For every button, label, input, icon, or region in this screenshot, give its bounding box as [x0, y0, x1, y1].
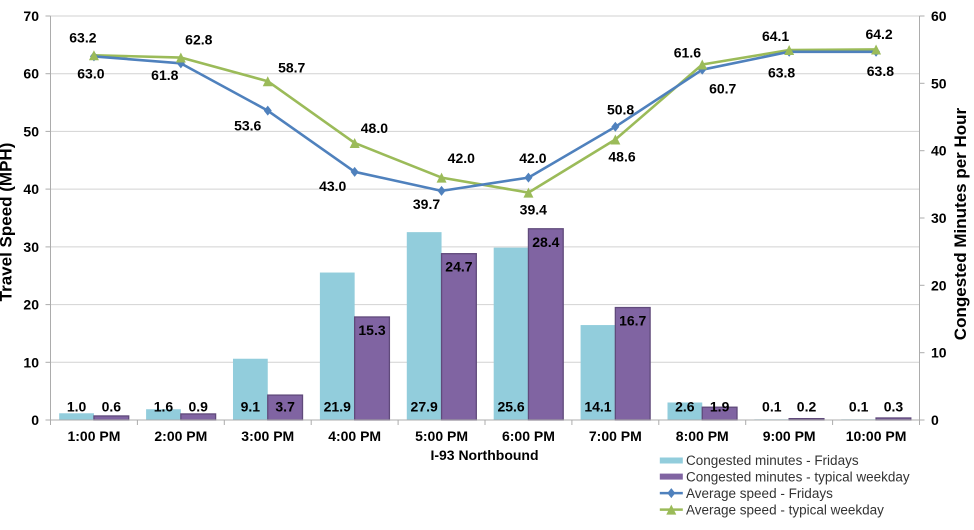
svg-text:40: 40 [931, 143, 947, 159]
svg-text:30: 30 [931, 210, 947, 226]
svg-text:60: 60 [23, 66, 39, 82]
svg-text:70: 70 [23, 8, 39, 24]
svg-text:27.9: 27.9 [411, 399, 438, 415]
svg-text:3:00 PM: 3:00 PM [241, 428, 294, 444]
svg-text:48.6: 48.6 [608, 149, 635, 165]
svg-text:50: 50 [23, 123, 39, 139]
svg-text:10: 10 [931, 345, 947, 361]
svg-text:15.3: 15.3 [358, 322, 385, 338]
svg-text:64.1: 64.1 [762, 28, 789, 44]
svg-text:Average speed - Fridays: Average speed - Fridays [686, 486, 833, 501]
svg-text:14.1: 14.1 [584, 399, 611, 415]
svg-text:42.0: 42.0 [519, 150, 546, 166]
svg-text:1.6: 1.6 [154, 399, 174, 415]
svg-text:30: 30 [23, 239, 39, 255]
svg-text:0.1: 0.1 [762, 399, 782, 415]
svg-text:0.9: 0.9 [188, 399, 208, 415]
svg-text:60: 60 [931, 8, 947, 24]
svg-text:58.7: 58.7 [278, 60, 305, 76]
svg-text:1.0: 1.0 [67, 399, 87, 415]
svg-text:25.6: 25.6 [497, 399, 524, 415]
svg-text:9:00 PM: 9:00 PM [763, 428, 816, 444]
svg-text:20: 20 [23, 297, 39, 313]
svg-text:2.6: 2.6 [675, 399, 695, 415]
svg-text:0.6: 0.6 [102, 399, 122, 415]
svg-text:0: 0 [31, 412, 39, 428]
svg-text:63.8: 63.8 [867, 63, 894, 79]
svg-text:60.7: 60.7 [709, 81, 736, 97]
svg-text:62.8: 62.8 [185, 31, 212, 47]
svg-text:Congested minutes - typical we: Congested minutes - typical weekday [686, 469, 910, 484]
svg-text:20: 20 [931, 277, 947, 293]
svg-text:50: 50 [931, 75, 947, 91]
svg-text:21.9: 21.9 [324, 399, 351, 415]
svg-text:1.9: 1.9 [710, 399, 730, 415]
svg-text:0.3: 0.3 [884, 399, 904, 415]
svg-text:1:00 PM: 1:00 PM [67, 428, 120, 444]
svg-text:Congested minutes - Fridays: Congested minutes - Fridays [686, 453, 859, 468]
svg-text:Congested Minutes per Hour: Congested Minutes per Hour [951, 107, 970, 340]
svg-text:I-93 Northbound: I-93 Northbound [430, 447, 538, 463]
svg-text:53.6: 53.6 [234, 118, 261, 134]
svg-text:28.4: 28.4 [532, 234, 559, 250]
svg-text:50.8: 50.8 [607, 102, 634, 118]
svg-text:0.1: 0.1 [849, 399, 869, 415]
svg-text:0.2: 0.2 [797, 399, 817, 415]
svg-text:10:00 PM: 10:00 PM [846, 428, 907, 444]
svg-text:0: 0 [931, 412, 939, 428]
svg-text:7:00 PM: 7:00 PM [589, 428, 642, 444]
svg-text:63.0: 63.0 [77, 65, 104, 81]
svg-text:16.7: 16.7 [619, 313, 646, 329]
svg-text:61.6: 61.6 [674, 44, 701, 60]
svg-text:3.7: 3.7 [275, 399, 295, 415]
svg-text:43.0: 43.0 [319, 178, 346, 194]
svg-text:Travel Speed (MPH): Travel Speed (MPH) [0, 143, 16, 302]
svg-text:2:00 PM: 2:00 PM [154, 428, 207, 444]
svg-text:48.0: 48.0 [361, 120, 388, 136]
svg-text:40: 40 [23, 181, 39, 197]
svg-text:64.2: 64.2 [865, 26, 892, 42]
svg-text:63.8: 63.8 [768, 65, 795, 81]
svg-text:39.4: 39.4 [520, 201, 547, 217]
svg-text:61.8: 61.8 [151, 67, 178, 83]
svg-text:Average speed - typical weekda: Average speed - typical weekday [686, 502, 884, 517]
svg-text:10: 10 [23, 354, 39, 370]
svg-text:8:00 PM: 8:00 PM [676, 428, 729, 444]
svg-text:4:00 PM: 4:00 PM [328, 428, 381, 444]
svg-text:9.1: 9.1 [241, 399, 261, 415]
svg-text:42.0: 42.0 [448, 150, 475, 166]
svg-text:63.2: 63.2 [69, 30, 96, 46]
svg-text:5:00 PM: 5:00 PM [415, 428, 468, 444]
svg-text:24.7: 24.7 [445, 259, 472, 275]
svg-text:6:00 PM: 6:00 PM [502, 428, 555, 444]
svg-text:39.7: 39.7 [413, 196, 440, 212]
